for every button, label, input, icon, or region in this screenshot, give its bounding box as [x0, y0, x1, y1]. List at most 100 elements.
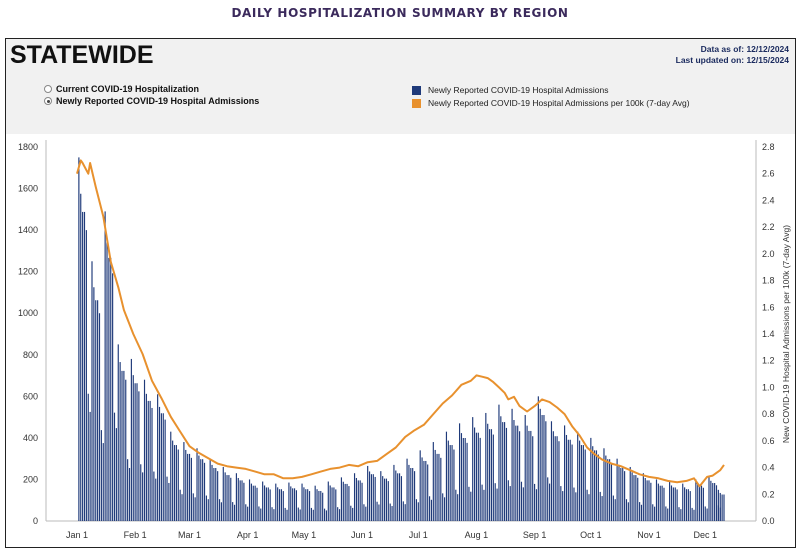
bar [708, 476, 710, 521]
bar [374, 476, 376, 521]
bar [408, 464, 410, 521]
x-tick-label: Nov 1 [637, 530, 661, 540]
left-tick-label: 0 [33, 516, 38, 526]
bar [629, 466, 631, 521]
bar [597, 454, 599, 521]
bar [415, 499, 418, 521]
bar [322, 492, 324, 521]
bar [192, 493, 194, 521]
bar [155, 478, 157, 521]
bar [535, 489, 538, 521]
bar [440, 457, 442, 521]
radio-option-current[interactable]: Current COVID-19 Hospitalization [44, 84, 199, 94]
bar [616, 458, 618, 521]
bar [451, 445, 453, 521]
bar [560, 486, 562, 521]
bar [241, 480, 243, 521]
right-tick-label: 2.4 [762, 195, 775, 205]
right-tick-label: 0.8 [762, 409, 775, 419]
bar [355, 477, 358, 521]
bar [648, 480, 650, 521]
right-tick-label: 2.0 [762, 249, 775, 259]
bar [580, 445, 583, 521]
radio-button-selected-icon[interactable] [44, 97, 52, 105]
bar [83, 211, 86, 522]
bar [263, 485, 266, 521]
bar [693, 509, 695, 521]
bar [472, 417, 474, 521]
bar [363, 504, 365, 521]
left-tick-label: 200 [23, 474, 38, 484]
bar [284, 507, 286, 521]
bar [642, 473, 644, 521]
bar [123, 370, 125, 521]
bar [203, 462, 206, 521]
bar [432, 442, 434, 521]
bar [271, 507, 273, 521]
bar [479, 437, 481, 521]
left-tick-label: 800 [23, 350, 38, 360]
bar [496, 488, 498, 521]
bar [220, 502, 222, 521]
bar [239, 480, 241, 521]
bar [685, 489, 688, 521]
bar [562, 491, 564, 521]
bar [659, 485, 661, 521]
x-tick-label: Dec 1 [693, 530, 717, 540]
bar [245, 504, 247, 521]
bar [519, 431, 521, 521]
bar [635, 475, 637, 521]
right-tick-label: 0.0 [762, 516, 775, 526]
bar [571, 444, 573, 521]
bar [577, 431, 579, 521]
bar [183, 442, 185, 521]
bar [595, 450, 598, 521]
radio-option-new-admissions[interactable]: Newly Reported COVID-19 Hospital Admissi… [44, 96, 259, 106]
bar [335, 489, 337, 521]
bar [170, 431, 172, 521]
bar [153, 471, 155, 521]
right-tick-label: 1.0 [762, 382, 775, 392]
x-tick-label: Oct 1 [580, 530, 602, 540]
bar [522, 487, 524, 521]
bar [678, 507, 680, 521]
bar [256, 487, 258, 521]
bar [428, 496, 431, 521]
bar [217, 471, 219, 521]
bar [609, 459, 611, 521]
bar [455, 489, 457, 521]
bar [367, 465, 369, 521]
bar [637, 477, 639, 521]
bar [308, 491, 311, 521]
bar [213, 468, 215, 521]
bar [78, 157, 80, 521]
bar [194, 497, 196, 521]
bar [179, 489, 181, 521]
left-tick-label: 600 [23, 391, 38, 401]
bar [325, 510, 328, 521]
bar [509, 486, 511, 521]
bar [337, 507, 339, 521]
bar [712, 483, 714, 521]
bar [398, 473, 401, 521]
bar [134, 383, 136, 521]
bar [543, 415, 545, 521]
bar [631, 472, 633, 521]
bar [687, 489, 689, 521]
bar [505, 427, 508, 521]
bar [417, 502, 419, 521]
bar [329, 485, 331, 521]
bar [297, 507, 299, 521]
bar [138, 391, 140, 521]
x-tick-label: Aug 1 [465, 530, 489, 540]
radio-button-icon[interactable] [44, 85, 52, 93]
bar [370, 474, 373, 521]
bar [376, 501, 378, 521]
bar [383, 478, 386, 521]
bar [413, 471, 416, 521]
bar [104, 211, 106, 521]
bar [601, 496, 603, 521]
bar [162, 413, 164, 521]
radio-option-label: Current COVID-19 Hospitalization [56, 84, 200, 94]
